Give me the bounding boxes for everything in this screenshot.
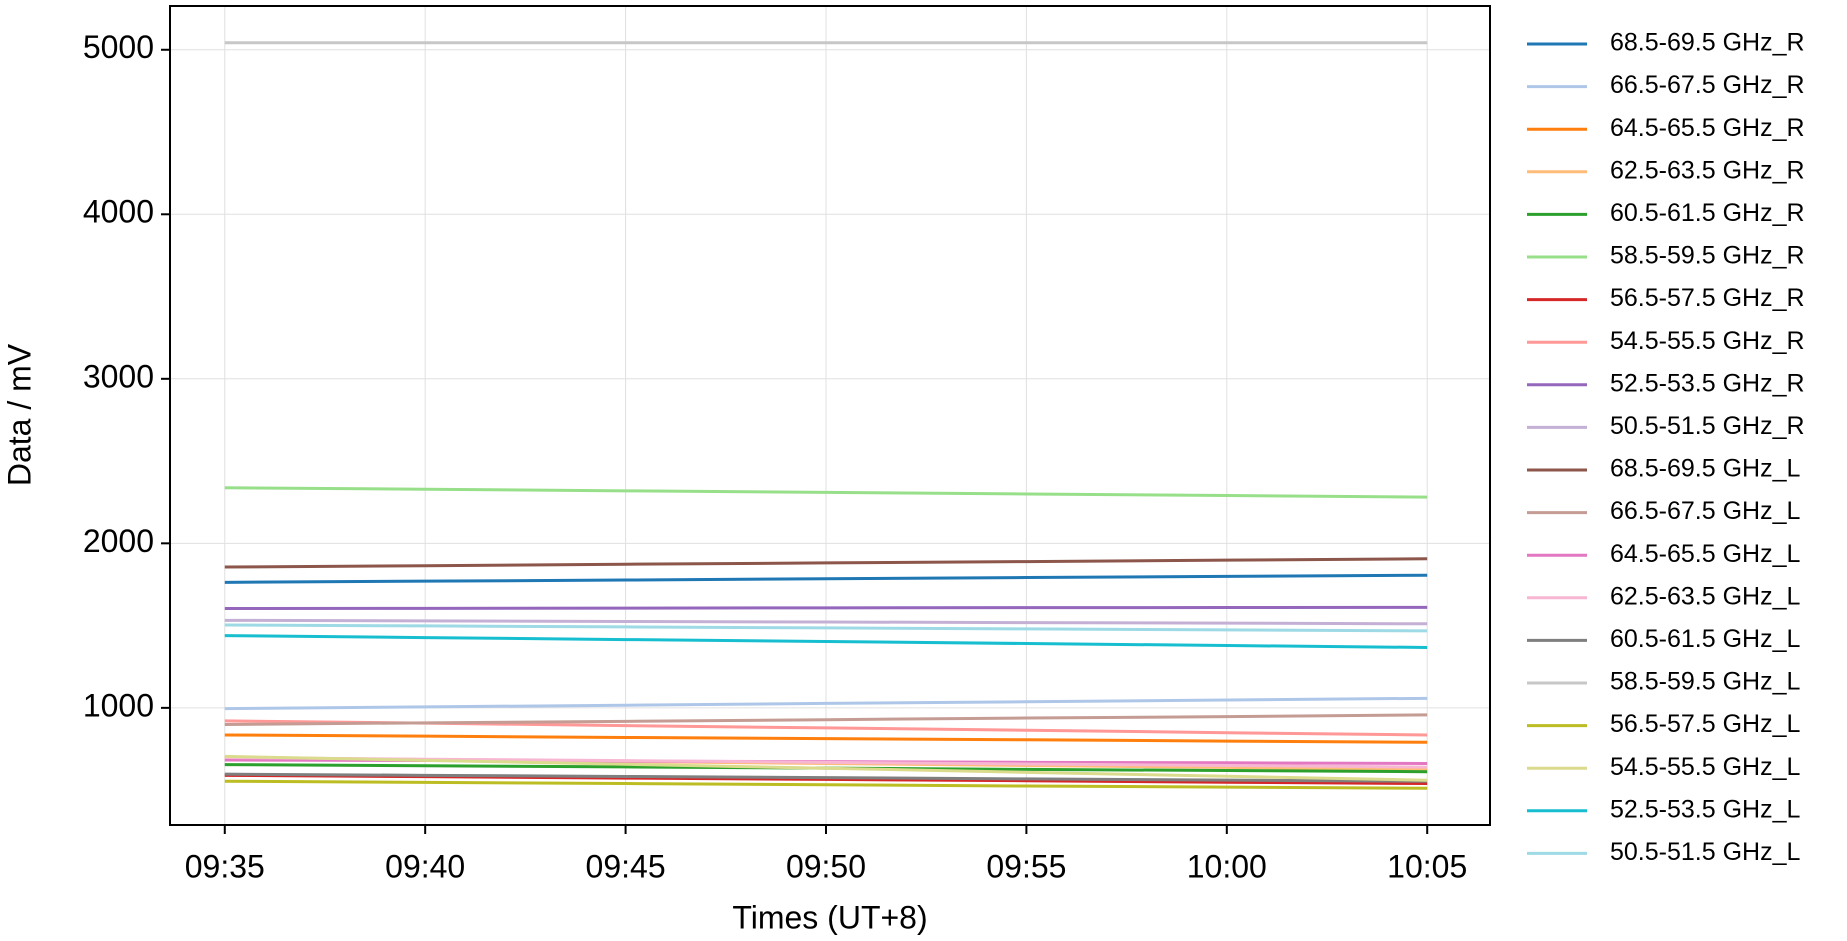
legend-label: 68.5-69.5 GHz_L	[1610, 455, 1800, 483]
grid	[170, 6, 1490, 825]
y-tick-label: 2000	[83, 523, 154, 559]
series-line	[224, 605, 1428, 610]
x-tick-label: 09:40	[385, 848, 465, 884]
series-line	[224, 618, 1428, 626]
series-line	[224, 573, 1428, 584]
x-tick-label: 09:45	[586, 848, 666, 884]
legend-label: 64.5-65.5 GHz_L	[1610, 540, 1800, 568]
series-line	[224, 696, 1428, 711]
series-line	[224, 754, 1428, 782]
y-tick-label: 4000	[83, 194, 154, 230]
legend-label: 54.5-55.5 GHz_L	[1610, 753, 1800, 781]
series-line	[224, 557, 1428, 569]
legend-label: 54.5-55.5 GHz_R	[1610, 327, 1805, 355]
series-line	[224, 486, 1428, 499]
legend-label: 50.5-51.5 GHz_R	[1610, 412, 1805, 440]
legend-label: 56.5-57.5 GHz_R	[1610, 284, 1805, 312]
x-axis-label: Times (UT+8)	[732, 899, 927, 935]
y-tick-label: 5000	[83, 29, 154, 65]
y-axis-label: Data / mV	[1, 343, 37, 486]
x-tick-label: 10:05	[1387, 848, 1467, 884]
legend: 68.5-69.5 GHz_R 66.5-67.5 GHz_R 64.5-65.5 …	[1527, 29, 1805, 866]
series-line	[224, 713, 1428, 726]
legend-label: 66.5-67.5 GHz_L	[1610, 497, 1800, 525]
legend-label: 62.5-63.5 GHz_L	[1610, 582, 1800, 610]
legend-label: 50.5-51.5 GHz_L	[1610, 838, 1800, 866]
legend-label: 52.5-53.5 GHz_L	[1610, 795, 1800, 823]
x-tick-label: 09:55	[986, 848, 1066, 884]
plot-lines	[224, 41, 1428, 790]
x-tick-label: 10:00	[1187, 848, 1267, 884]
x-tick-label: 09:50	[786, 848, 866, 884]
series-line	[224, 772, 1428, 783]
legend-label: 60.5-61.5 GHz_L	[1610, 625, 1800, 653]
series-line	[224, 634, 1428, 649]
legend-label: 58.5-59.5 GHz_L	[1610, 668, 1800, 696]
legend-label: 56.5-57.5 GHz_L	[1610, 710, 1800, 738]
legend-label: 52.5-53.5 GHz_R	[1610, 369, 1805, 397]
plot-frame	[169, 5, 1491, 826]
legend-label: 62.5-63.5 GHz_R	[1610, 156, 1805, 184]
y-tick-label: 3000	[83, 358, 154, 394]
series-line	[224, 779, 1428, 790]
legend-label: 60.5-61.5 GHz_R	[1610, 199, 1805, 227]
x-tick-label: 09:35	[185, 848, 265, 884]
legend-label: 66.5-67.5 GHz_R	[1610, 71, 1805, 99]
legend-label: 58.5-59.5 GHz_R	[1610, 242, 1805, 270]
y-tick-label: 1000	[83, 687, 154, 723]
legend-label: 68.5-69.5 GHz_R	[1610, 29, 1805, 57]
legend-label: 64.5-65.5 GHz_R	[1610, 114, 1805, 142]
series-line	[224, 623, 1428, 633]
series-line	[224, 733, 1428, 744]
